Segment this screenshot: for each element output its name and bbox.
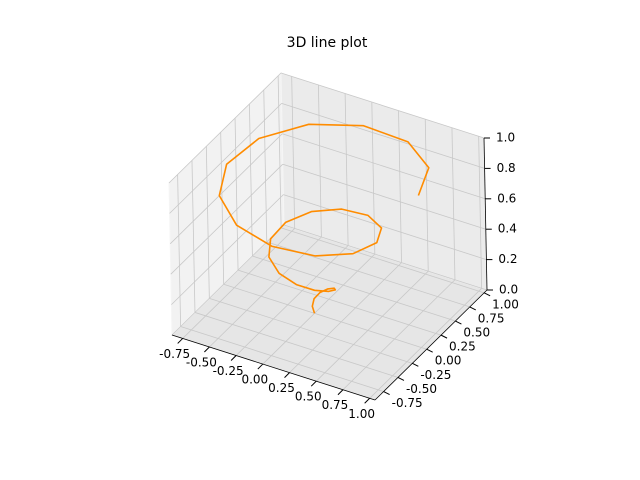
y-tick-label: 0.00 bbox=[435, 354, 462, 368]
y-tick-label: -0.75 bbox=[392, 396, 423, 410]
x-axis-line bbox=[171, 334, 376, 401]
grid-line bbox=[234, 118, 239, 271]
tick-mark bbox=[337, 389, 344, 396]
y-tick-label: 1.00 bbox=[492, 297, 519, 311]
grid-line bbox=[171, 224, 285, 336]
grid-line bbox=[170, 163, 284, 275]
grid-line bbox=[282, 133, 486, 200]
grid-line bbox=[282, 163, 486, 230]
grid-line bbox=[237, 269, 442, 336]
z-tick-label: 0.0 bbox=[499, 283, 518, 297]
tick-mark bbox=[440, 334, 448, 339]
grid-line bbox=[277, 75, 282, 228]
grid-line bbox=[209, 236, 322, 348]
grid-line bbox=[223, 283, 427, 350]
grid-line bbox=[168, 72, 282, 184]
z-tick-label: 0.6 bbox=[497, 191, 516, 205]
grid-line bbox=[281, 103, 485, 169]
grid-line bbox=[249, 104, 253, 257]
tick-mark bbox=[284, 372, 290, 378]
grid-line bbox=[281, 227, 485, 294]
x-tick-label: 0.75 bbox=[322, 398, 349, 412]
data-line bbox=[218, 123, 430, 314]
x-tick-label: 0.50 bbox=[295, 390, 322, 404]
grid-line bbox=[424, 119, 429, 272]
y-tick-label: 0.50 bbox=[463, 326, 490, 340]
grid-line bbox=[317, 84, 322, 237]
tick-mark bbox=[455, 320, 462, 325]
grid-line bbox=[451, 127, 456, 280]
tick-mark bbox=[483, 292, 491, 297]
x-tick-label: 1.00 bbox=[348, 407, 375, 421]
grid-line bbox=[205, 146, 210, 299]
tick-mark bbox=[364, 397, 371, 404]
tick-mark bbox=[426, 348, 433, 353]
x-tick-label: 0.00 bbox=[241, 373, 268, 387]
y-tick-label: -0.25 bbox=[420, 368, 451, 382]
z-axis-line bbox=[483, 137, 488, 291]
z-tick-label: 0.8 bbox=[497, 161, 516, 175]
grid-line bbox=[342, 279, 456, 391]
tick-mark bbox=[177, 338, 184, 344]
grid-line bbox=[262, 253, 376, 365]
grid-line bbox=[171, 194, 284, 305]
tick-mark bbox=[397, 376, 405, 381]
y-tick-label: 0.75 bbox=[478, 311, 505, 325]
x-tick-label: -0.25 bbox=[213, 364, 244, 378]
grid-line bbox=[177, 174, 182, 327]
tick-mark bbox=[257, 363, 264, 370]
y-tick-label: -0.50 bbox=[406, 382, 437, 396]
x-tick-label: -0.75 bbox=[159, 347, 190, 361]
grid-line bbox=[263, 89, 268, 242]
x-tick-label: 0.25 bbox=[268, 381, 295, 395]
tick-mark bbox=[204, 346, 210, 353]
grid-line bbox=[220, 132, 225, 285]
grid-line bbox=[235, 245, 349, 356]
grid-line bbox=[180, 326, 384, 392]
grid-line bbox=[371, 102, 376, 255]
grid-line bbox=[169, 103, 282, 214]
grid-line bbox=[191, 160, 196, 313]
grid-line bbox=[283, 224, 488, 291]
grid-line bbox=[289, 262, 402, 373]
grid-line bbox=[315, 270, 429, 382]
grid-line bbox=[169, 133, 283, 245]
x-tick-label: -0.50 bbox=[186, 355, 217, 369]
y-axis-line bbox=[374, 289, 488, 401]
tick-mark bbox=[469, 306, 476, 311]
grid-line bbox=[369, 288, 482, 399]
grid-line bbox=[209, 297, 413, 364]
y-tick-label: 0.25 bbox=[449, 340, 476, 354]
grid-line bbox=[252, 255, 456, 322]
grid-line bbox=[280, 72, 485, 139]
grid-line bbox=[344, 93, 349, 246]
tick-mark bbox=[383, 391, 390, 395]
grid-line bbox=[283, 194, 487, 260]
grid-line bbox=[291, 76, 296, 229]
chart-title: 3D line plot bbox=[287, 35, 368, 51]
tick-mark bbox=[310, 380, 317, 387]
tick-mark bbox=[412, 362, 419, 367]
z-tick-label: 1.0 bbox=[496, 131, 515, 145]
tick-mark bbox=[230, 355, 237, 361]
grid-line bbox=[478, 136, 483, 289]
z-tick-label: 0.4 bbox=[498, 222, 517, 236]
z-tick-label: 0.2 bbox=[498, 252, 517, 266]
grid-line bbox=[194, 312, 399, 378]
grid-line bbox=[398, 110, 402, 263]
